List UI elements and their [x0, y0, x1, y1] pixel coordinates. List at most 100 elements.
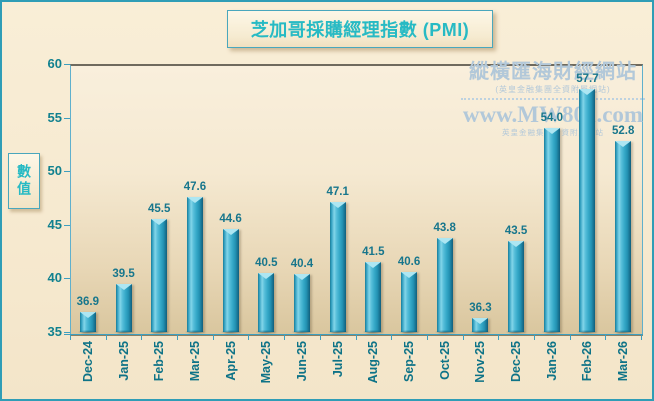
- x-tick-label-text: Mar-26: [616, 341, 631, 382]
- x-tick-label: Oct-25: [436, 341, 454, 395]
- chart-title-box: 芝加哥採購經理指數 (PMI): [227, 10, 493, 48]
- x-tick-mark: [212, 335, 214, 340]
- x-tick-mark: [105, 335, 107, 340]
- x-tick-label-text: Mar-25: [187, 341, 202, 382]
- y-tick-mark: [64, 278, 70, 280]
- bar-value-label: 36.3: [469, 302, 492, 315]
- x-tick-mark: [498, 335, 500, 340]
- bar-value-label: 57.7: [576, 72, 599, 85]
- x-tick-label: Jul-25: [329, 341, 347, 395]
- x-tick-label-text: Oct-25: [437, 341, 452, 380]
- bar[interactable]: [256, 273, 277, 334]
- y-tick-mark: [64, 117, 70, 119]
- bar-value-label: 45.5: [148, 203, 171, 216]
- bar[interactable]: [149, 219, 170, 334]
- x-tick-label: Feb-26: [578, 341, 596, 395]
- y-tick-label: 45: [47, 216, 62, 232]
- x-tick-mark: [177, 335, 179, 340]
- y-tick-label: 60: [47, 56, 62, 71]
- x-tick-label-text: Jun-25: [294, 341, 309, 382]
- x-tick-label-text: Aug-25: [366, 341, 381, 384]
- x-tick-label-text: Jul-25: [330, 341, 345, 378]
- y-tick-label: 50: [47, 163, 62, 179]
- bar[interactable]: [363, 262, 384, 334]
- watermark-divider: [461, 98, 645, 100]
- bar[interactable]: [184, 196, 205, 335]
- x-tick-label-text: May-25: [259, 341, 274, 384]
- x-tick-label-text: Feb-25: [152, 341, 167, 382]
- x-tick-label-text: Dec-25: [509, 341, 524, 382]
- x-tick-mark: [533, 335, 535, 340]
- bar[interactable]: [77, 311, 98, 335]
- bar-value-label: 36.9: [76, 295, 100, 308]
- x-tick-label-text: Jan-25: [116, 341, 131, 381]
- bar-value-label: 39.5: [112, 267, 135, 280]
- x-tick-label: Aug-25: [364, 341, 382, 395]
- x-tick-label-text: Jan-26: [544, 341, 559, 381]
- x-tick-mark: [319, 335, 321, 340]
- x-tick-mark: [284, 335, 286, 340]
- bar[interactable]: [220, 229, 241, 334]
- x-tick-mark: [462, 335, 464, 340]
- bar-value-label: 47.6: [183, 180, 207, 193]
- x-tick-label-text: Feb-26: [580, 341, 595, 382]
- x-tick-mark: [426, 335, 428, 340]
- x-tick-label-text: Dec-24: [80, 341, 95, 382]
- x-tick-mark: [605, 335, 607, 340]
- x-tick-label: Mar-26: [614, 341, 632, 395]
- y-tick-mark: [64, 332, 70, 333]
- x-tick-label-text: Nov-25: [473, 341, 488, 383]
- y-tick-mark: [64, 224, 70, 226]
- x-tick-mark: [391, 335, 393, 340]
- x-tick-label: Sep-25: [400, 341, 418, 395]
- bar[interactable]: [541, 128, 562, 334]
- y-tick-label: 35: [47, 324, 62, 339]
- y-tick-mark: [64, 64, 70, 65]
- x-tick-label: Mar-25: [186, 341, 204, 395]
- bar-value-label: 44.6: [219, 213, 242, 226]
- bar-value-label: 43.8: [433, 221, 456, 234]
- x-tick-mark: [141, 335, 143, 340]
- bar-value-label: 40.5: [255, 257, 278, 270]
- y-tick-mark: [64, 171, 70, 173]
- bar-value-label: 40.4: [290, 258, 314, 271]
- y-axis-title: 數值: [16, 164, 32, 198]
- bar[interactable]: [399, 271, 420, 335]
- x-tick-label: Dec-24: [79, 341, 97, 395]
- bar[interactable]: [506, 240, 527, 335]
- x-tick-mark: [355, 335, 357, 340]
- x-tick-mark: [569, 335, 571, 340]
- watermark-site-subtitle: (英皇金融集團全資附屬網站): [495, 85, 611, 94]
- x-tick-mark: [70, 335, 71, 340]
- chart-title: 芝加哥採購經理指數 (PMI): [250, 20, 470, 40]
- x-tick-label: Jan-26: [543, 341, 561, 395]
- bar[interactable]: [613, 141, 634, 334]
- x-tick-label: Dec-25: [507, 341, 525, 395]
- x-tick-label-text: Sep-25: [402, 341, 417, 382]
- x-tick-label: May-25: [257, 341, 275, 395]
- x-tick-label: Apr-25: [222, 341, 240, 395]
- y-axis-title-box: 數值: [8, 153, 40, 209]
- bar[interactable]: [470, 318, 491, 334]
- watermark-site-name: 縱橫匯海財經網站: [469, 61, 637, 83]
- bar-value-label: 52.8: [611, 125, 635, 138]
- x-tick-label: Jan-25: [115, 341, 133, 395]
- x-axis-line: [64, 334, 643, 335]
- bar[interactable]: [113, 283, 134, 335]
- x-tick-label: Nov-25: [471, 341, 489, 395]
- bar-value-label: 47.1: [326, 186, 349, 199]
- bar-value-label: 43.5: [504, 224, 528, 237]
- bar[interactable]: [291, 274, 312, 334]
- y-tick-label: 40: [47, 270, 62, 286]
- x-tick-mark: [641, 335, 642, 340]
- x-tick-label-text: Apr-25: [223, 341, 238, 381]
- bar[interactable]: [577, 88, 598, 335]
- x-tick-mark: [248, 335, 250, 340]
- x-tick-label: Feb-25: [150, 341, 168, 395]
- bar[interactable]: [327, 202, 348, 334]
- bar[interactable]: [434, 237, 455, 335]
- x-tick-label: Jun-25: [293, 341, 311, 395]
- watermark-site-url: www.MW801.com: [462, 102, 644, 127]
- y-tick-label: 55: [47, 109, 62, 125]
